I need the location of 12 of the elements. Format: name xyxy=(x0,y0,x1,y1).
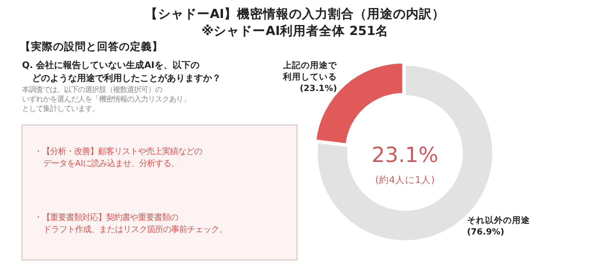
text: ・【分析・改善】顧客リストや売上実績などのデータをAIに読み込ませ、分析する。 xyxy=(34,146,202,168)
text: Q. 会社に報告していない生成AIを、以下のどのような用途で利用したことがありますか？ xyxy=(22,60,221,84)
text: 23.1% xyxy=(372,143,438,167)
text: 【実際の設問と回答の定義】 xyxy=(20,40,163,53)
text: (約4人に1人) xyxy=(375,175,435,186)
text: ・【重要書類対応】契約書や重要書類のドラフト作成、またはリスク箇所の事前チェック。 xyxy=(34,212,227,234)
chart-subtitle: ※シャドーAI利用者全体 251名 xyxy=(202,23,388,38)
data-label: (23.1%) xyxy=(300,84,338,94)
slice-label: それ以外の用途 xyxy=(467,215,531,226)
slice-label: 上記の用途で利用している xyxy=(282,60,338,82)
chart-title: 【シャドーAI】機密情報の入力割合（用途の内訳） xyxy=(144,6,446,21)
data-label: (76.9%) xyxy=(467,228,504,238)
